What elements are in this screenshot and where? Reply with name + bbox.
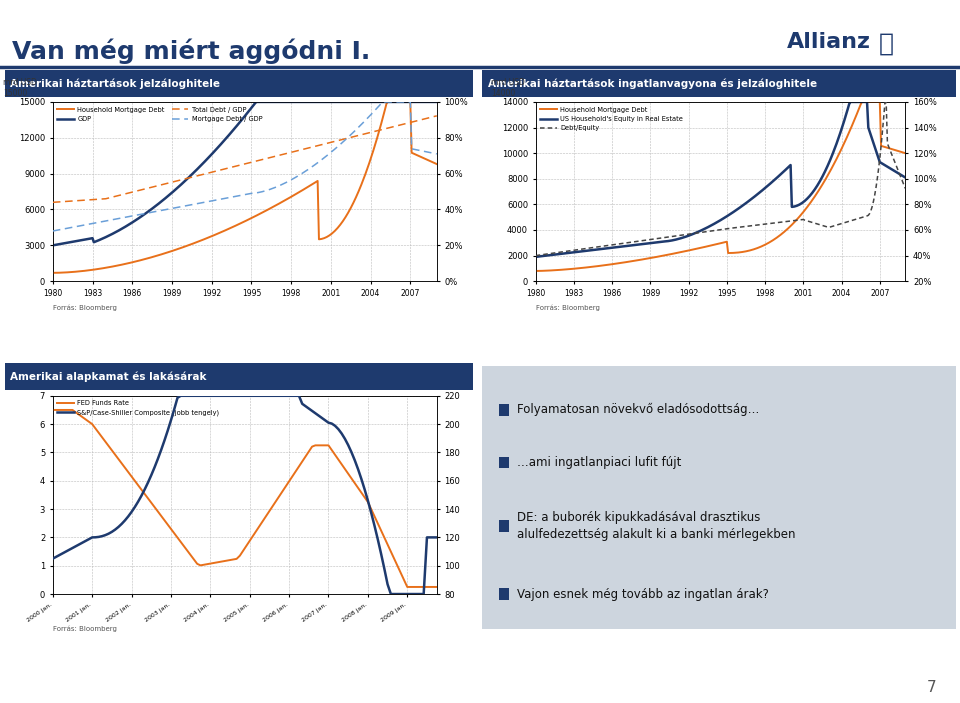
Text: Van még miért aggódni I.: Van még miért aggódni I. bbox=[12, 39, 370, 64]
Text: Forrás: Bloomberg: Forrás: Bloomberg bbox=[536, 304, 600, 311]
Bar bbox=[498, 520, 509, 531]
Text: Allianz: Allianz bbox=[787, 32, 871, 51]
Text: Amerikai alapkamat és lakásárak: Amerikai alapkamat és lakásárak bbox=[11, 372, 207, 382]
Text: mrd USD
14000: mrd USD 14000 bbox=[492, 78, 525, 98]
Bar bbox=[498, 456, 509, 468]
Text: …ami ingatlanpiaci lufit fújt: …ami ingatlanpiaci lufit fújt bbox=[517, 456, 682, 469]
Legend: Household Mortgage Debt, GDP, Total Debt / GDP, Mortgage Debt / GDP: Household Mortgage Debt, GDP, Total Debt… bbox=[56, 105, 263, 123]
Text: Ⓘ: Ⓘ bbox=[878, 32, 894, 56]
Text: Forrás: Bloomberg: Forrás: Bloomberg bbox=[53, 626, 117, 632]
Text: DE: a buborék kipukkadásával drasztikus
alulfedezettség alakult ki a banki mérle: DE: a buborék kipukkadásával drasztikus … bbox=[517, 510, 796, 541]
Bar bbox=[498, 588, 509, 600]
Text: Amerikai háztartások ingatlanvagyona és jelzáloghitele: Amerikai háztartások ingatlanvagyona és … bbox=[488, 79, 817, 89]
Text: Amerikai háztartások jelzáloghitele: Amerikai háztartások jelzáloghitele bbox=[11, 79, 221, 89]
Text: Forrás: Bloomberg: Forrás: Bloomberg bbox=[53, 304, 117, 311]
Legend: Household Mortgage Debt, US Household's Equity in Real Estate, Debt/Equity: Household Mortgage Debt, US Household's … bbox=[539, 105, 684, 133]
Legend: FED Funds Rate, S&P/Case-Shiller Composite (jobb tengely): FED Funds Rate, S&P/Case-Shiller Composi… bbox=[56, 399, 221, 418]
Bar bbox=[498, 404, 509, 415]
Text: mrd USD
15000: mrd USD 15000 bbox=[3, 78, 36, 98]
Text: Folyamatosan növekvő eladósodottság…: Folyamatosan növekvő eladósodottság… bbox=[517, 403, 760, 416]
Text: Vajon esnek még tovább az ingatlan árak?: Vajon esnek még tovább az ingatlan árak? bbox=[517, 588, 769, 601]
Text: 7: 7 bbox=[926, 680, 936, 695]
